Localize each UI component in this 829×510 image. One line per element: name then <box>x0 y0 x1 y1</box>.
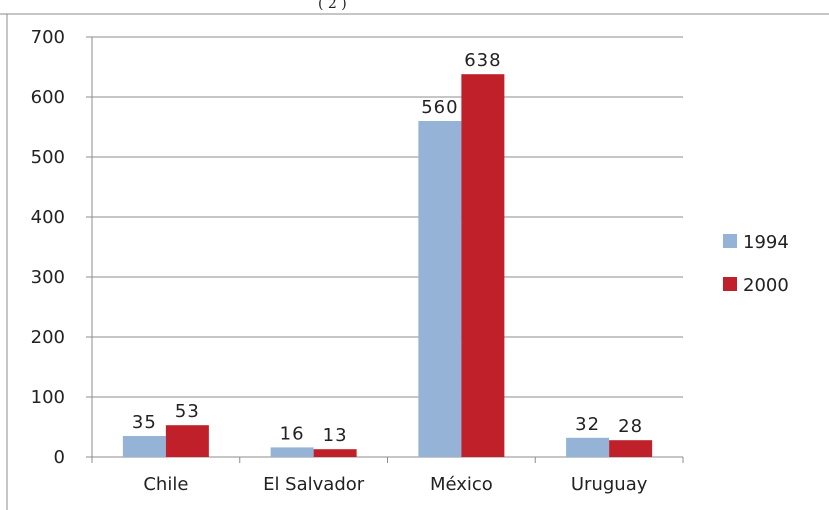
category-label: Chile <box>143 474 188 495</box>
bar-2000-Chile <box>165 425 209 457</box>
category-label: El Salvador <box>263 474 365 495</box>
data-label: 16 <box>280 423 305 444</box>
category-labels: Chile El Salvador México Uruguay <box>143 474 647 495</box>
legend: 1994 2000 <box>723 232 789 296</box>
y-tick-label: 0 <box>54 447 65 468</box>
clipped-title: ( 2 ) <box>318 0 347 12</box>
data-label: 32 <box>575 414 600 435</box>
data-label: 560 <box>421 97 458 118</box>
bar-2000-Uruguay <box>609 440 653 457</box>
legend-label: 2000 <box>743 275 789 296</box>
y-tick-label: 600 <box>31 87 65 108</box>
y-tick-label: 200 <box>31 327 65 348</box>
y-tick-label: 400 <box>31 207 65 228</box>
bars <box>122 74 653 457</box>
bar-2000-México <box>461 74 505 457</box>
data-label: 53 <box>175 401 200 422</box>
y-tick-label: 500 <box>31 147 65 168</box>
data-labels: 35 53 16 13 560 638 32 28 <box>132 50 643 446</box>
gridlines <box>86 36 683 458</box>
data-label: 28 <box>618 416 643 437</box>
axes <box>91 37 684 463</box>
legend-swatch-2000 <box>723 277 737 291</box>
bar-1994-Chile <box>122 436 166 457</box>
bar-2000-El Salvador <box>313 449 357 457</box>
bar-1994-El Salvador <box>270 447 314 457</box>
y-tick-label: 700 <box>31 27 65 48</box>
y-tick-label: 100 <box>31 387 65 408</box>
legend-label: 1994 <box>743 232 789 253</box>
category-label: Uruguay <box>571 474 648 495</box>
bar-1994-Uruguay <box>566 437 610 457</box>
data-label: 13 <box>323 425 348 446</box>
legend-swatch-1994 <box>723 234 737 248</box>
data-label: 638 <box>464 50 501 71</box>
bar-1994-México <box>418 121 462 457</box>
y-tick-label: 300 <box>31 267 65 288</box>
category-label: México <box>430 474 493 495</box>
y-axis-ticks: 0 100 200 300 400 500 600 700 <box>31 27 65 468</box>
data-label: 35 <box>132 412 157 433</box>
